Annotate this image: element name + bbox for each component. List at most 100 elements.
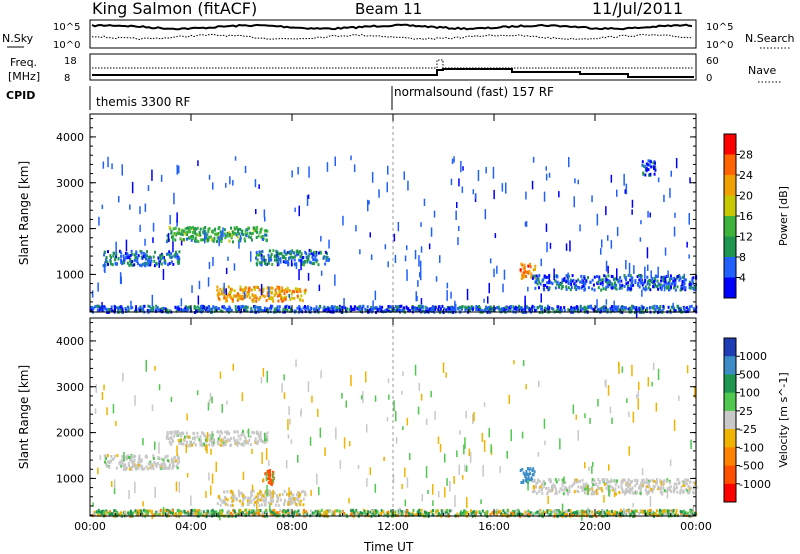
range-cell bbox=[163, 467, 166, 470]
range-cell bbox=[596, 275, 598, 278]
range-cell bbox=[431, 306, 434, 310]
range-cell bbox=[560, 283, 562, 287]
noise-cell bbox=[605, 379, 607, 388]
range-cell bbox=[659, 511, 662, 515]
range-cell bbox=[592, 483, 595, 487]
noise-cell bbox=[318, 487, 320, 496]
range-cell bbox=[533, 478, 536, 482]
range-cell bbox=[142, 255, 145, 258]
range-cell bbox=[291, 289, 294, 293]
range-cell bbox=[152, 454, 155, 458]
noise-cell bbox=[603, 495, 605, 503]
range-cell bbox=[520, 276, 523, 280]
range-cell bbox=[369, 308, 372, 312]
range-cell bbox=[143, 467, 146, 471]
range-cell bbox=[124, 465, 127, 469]
range-cell bbox=[570, 286, 573, 289]
range-cell bbox=[298, 494, 300, 498]
noise-cell bbox=[637, 391, 639, 398]
noise-cell bbox=[258, 184, 260, 189]
range-cell bbox=[269, 482, 272, 486]
range-cell bbox=[302, 306, 305, 310]
noise-cell bbox=[370, 254, 373, 261]
range-cell bbox=[627, 307, 630, 311]
range-cell bbox=[585, 487, 588, 490]
range-cell bbox=[379, 511, 382, 515]
range-cell bbox=[302, 497, 305, 501]
range-cell bbox=[672, 279, 675, 283]
nsearch-tick-top: 10^5 bbox=[706, 22, 733, 33]
range-cell bbox=[673, 276, 676, 280]
noise-cell bbox=[204, 232, 206, 244]
range-cell bbox=[143, 304, 146, 308]
range-cell bbox=[535, 485, 537, 489]
range-cell bbox=[638, 306, 641, 310]
range-cell bbox=[187, 510, 190, 514]
range-cell bbox=[250, 500, 253, 504]
range-cell bbox=[513, 511, 516, 515]
range-cell bbox=[252, 226, 255, 230]
range-cell bbox=[268, 477, 271, 481]
noise-cell bbox=[334, 156, 336, 167]
range-cell bbox=[675, 309, 678, 313]
range-cell bbox=[485, 306, 488, 310]
nsky-tick-bottom: 10^0 bbox=[53, 40, 80, 51]
noise-cell bbox=[208, 174, 211, 180]
range-cell bbox=[184, 227, 187, 231]
range-cell bbox=[627, 483, 630, 487]
range-cell bbox=[428, 307, 431, 311]
range-cell bbox=[192, 512, 195, 516]
range-cell bbox=[261, 250, 264, 253]
range-cell bbox=[682, 509, 685, 513]
range-cell bbox=[348, 308, 351, 311]
range-cell bbox=[687, 485, 690, 489]
range-cell bbox=[538, 510, 541, 514]
range-cell bbox=[390, 305, 393, 309]
noise-cell bbox=[242, 471, 245, 481]
range-cell bbox=[121, 262, 124, 266]
range-cell bbox=[200, 238, 203, 242]
range-cell bbox=[289, 297, 292, 301]
range-cell bbox=[283, 251, 286, 255]
range-cell bbox=[197, 509, 200, 513]
range-cell bbox=[587, 488, 590, 492]
range-cell bbox=[610, 274, 613, 278]
range-cell bbox=[309, 260, 312, 264]
range-cell bbox=[115, 252, 118, 256]
range-cell bbox=[573, 306, 576, 310]
range-cell bbox=[327, 259, 330, 262]
noise-cell bbox=[510, 429, 512, 442]
noise-cell bbox=[437, 436, 440, 444]
range-cell bbox=[628, 478, 630, 482]
noise-cell bbox=[616, 226, 619, 237]
noise-cell bbox=[91, 290, 94, 298]
range-cell bbox=[453, 307, 456, 311]
range-cell bbox=[684, 480, 687, 484]
range-cell bbox=[580, 274, 583, 278]
range-cell bbox=[522, 272, 525, 276]
range-cell bbox=[91, 308, 94, 312]
range-cell bbox=[270, 258, 273, 262]
noise-cell bbox=[483, 298, 485, 303]
range-cell bbox=[354, 509, 357, 513]
noise-cell bbox=[487, 296, 489, 304]
range-cell bbox=[669, 485, 672, 489]
range-cell bbox=[489, 513, 492, 516]
range-cell bbox=[688, 280, 691, 284]
range-cell bbox=[561, 278, 564, 282]
noise-cell bbox=[134, 395, 136, 406]
range-cell bbox=[641, 160, 644, 164]
range-cell bbox=[202, 432, 205, 436]
range-cell bbox=[559, 308, 562, 312]
range-cell bbox=[687, 491, 690, 495]
range-cell bbox=[186, 306, 189, 310]
range-cell bbox=[288, 500, 291, 504]
noise-cell bbox=[632, 503, 634, 508]
range-cell bbox=[335, 309, 338, 313]
range-cell bbox=[475, 510, 478, 514]
noise-cell bbox=[197, 160, 199, 167]
range-cell bbox=[130, 509, 132, 513]
range-cell bbox=[626, 488, 629, 492]
range-cell bbox=[286, 308, 289, 312]
range-cell bbox=[544, 306, 547, 310]
